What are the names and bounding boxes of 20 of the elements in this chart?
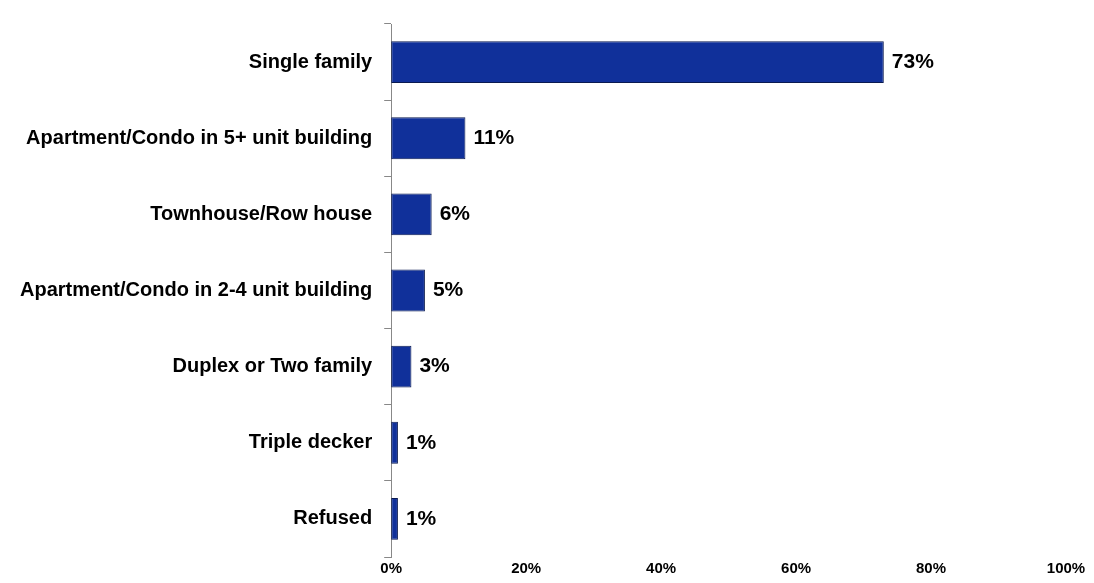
data-label: 1% [405, 429, 437, 453]
x-tick-label: 20% [511, 559, 542, 577]
data-label: 1% [405, 505, 437, 529]
y-tick-label: Apartment/Condo in 2-4 unit building [20, 278, 373, 301]
data-label: 6% [439, 201, 471, 225]
data-label: 11% [473, 125, 515, 149]
y-tick-label: Refused [293, 506, 373, 529]
y-tick-label: Duplex or Two family [172, 354, 374, 377]
x-tick-label: 80% [916, 559, 947, 577]
data-label: 5% [432, 277, 464, 301]
x-tick-label: 0% [380, 559, 403, 577]
x-tick-label: 60% [781, 559, 812, 577]
y-tick-label: Triple decker [248, 430, 373, 453]
data-label: 73% [891, 48, 935, 72]
y-tick-label: Townhouse/Row house [150, 201, 373, 224]
x-tick-label: 100% [1046, 559, 1086, 577]
x-tick-label: 40% [646, 559, 677, 577]
y-tick-label: Single family [248, 49, 374, 72]
data-label: 3% [419, 353, 451, 377]
y-tick-label: Apartment/Condo in 5+ unit building [26, 125, 373, 148]
